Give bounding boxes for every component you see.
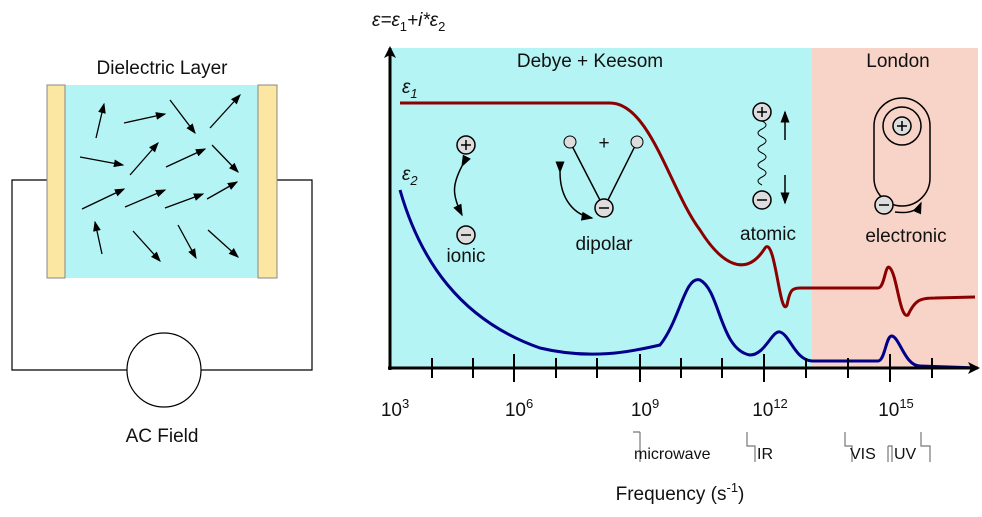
band-label: VIS (850, 446, 876, 463)
text-part: ε=ε (372, 10, 400, 31)
mechanism-label: ionic (446, 246, 485, 267)
text-part: 10 (631, 400, 652, 421)
region-london (812, 48, 978, 368)
text-part: 9 (652, 396, 659, 411)
eps2-curve (398, 189, 979, 370)
text-part: 6 (526, 396, 533, 411)
region-label: London (866, 51, 929, 72)
text-part: +i*ε (407, 10, 439, 31)
axes (384, 46, 980, 382)
charge-sign: + (598, 133, 609, 154)
svg-text:106: 106 (505, 396, 533, 421)
text-part: 1 (410, 86, 417, 101)
plate (257, 84, 278, 279)
text-part: 2 (409, 173, 418, 188)
text-part: 10 (505, 400, 526, 421)
svg-text:1012: 1012 (752, 396, 788, 421)
svg-text:1015: 1015 (878, 396, 914, 421)
text-part: Frequency (s (616, 484, 727, 505)
x-label: Frequency (s-1) (616, 480, 745, 505)
text-part: 10 (381, 400, 402, 421)
text-part: ) (738, 484, 744, 505)
text-part: 10 (752, 400, 773, 421)
circuit (11, 179, 313, 408)
dipole-arrows (79, 94, 241, 262)
band-label: IR (757, 446, 773, 463)
text-part: 2 (438, 19, 445, 34)
text-part: 1 (400, 19, 407, 34)
svg-text:103: 103 (381, 396, 409, 421)
band-label: microwave (634, 446, 711, 463)
text-part: ε (402, 77, 411, 98)
x-tick-labels: 103 106 109 1012 1015 (381, 396, 914, 421)
text-part: 12 (773, 396, 787, 411)
eps1-curve (400, 101, 976, 317)
plate (46, 84, 66, 279)
band-label: UV (894, 446, 917, 463)
text-part: 15 (899, 396, 913, 411)
text-part: -1 (726, 480, 738, 495)
curve-label: ε1 (402, 77, 418, 101)
band-brackets (633, 431, 931, 462)
layer-title: Dielectric Layer (97, 58, 229, 79)
svg-text:109: 109 (631, 396, 659, 421)
curve-label: ε2 (402, 164, 418, 188)
text-part: 3 (402, 396, 409, 411)
mechanism-icons (453, 97, 931, 245)
region-label: Debye + Keesom (517, 51, 663, 72)
mechanism-label: electronic (865, 226, 946, 247)
mechanism-label: dipolar (575, 234, 633, 255)
source-label: AC Field (126, 426, 199, 447)
mechanism-label: atomic (740, 224, 796, 245)
text-part: 10 (878, 400, 899, 421)
y-label: ε=ε1+i*ε2 (372, 10, 445, 34)
text-part: ε (402, 164, 411, 185)
